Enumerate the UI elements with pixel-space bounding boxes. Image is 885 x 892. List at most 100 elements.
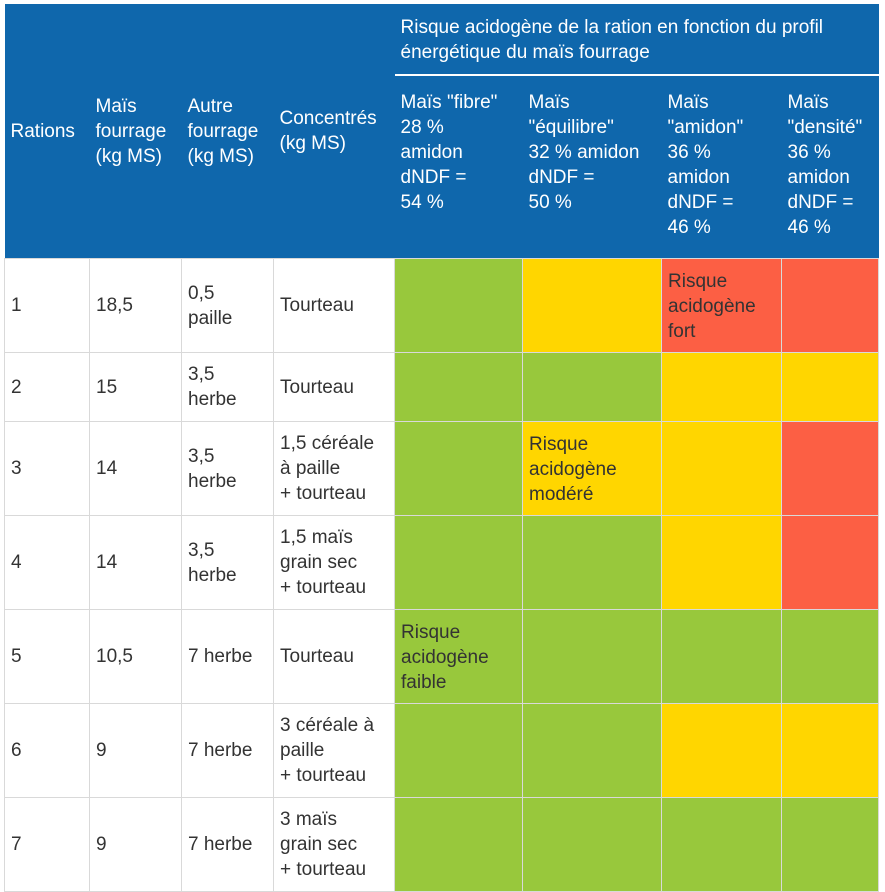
table-row: 2 15 3,5 herbe Tourteau [4, 352, 880, 422]
cell-text-line: + tourteau [280, 765, 367, 786]
cell-text-line: + tourteau [280, 859, 367, 880]
cell-mais-fourrage: 14 [89, 421, 182, 516]
header-text-line: Risque acidogène de la ration en fonctio… [400, 17, 824, 38]
header-text-line: (kg MS) [187, 145, 255, 167]
header-text-line: fourrage [95, 120, 167, 142]
cell-ration: 6 [4, 703, 90, 798]
cell-mais-fourrage: 10,5 [89, 609, 182, 704]
cell-text-line: "densité" [787, 117, 863, 138]
cell-text-line: 28 % [400, 117, 444, 138]
cell-concentres: Tourteau [273, 352, 395, 422]
cell-autre-fourrage: 0,5 paille [181, 258, 274, 353]
risk-cell-red [780, 421, 880, 516]
ration-risk-table: Rations Maïs fourrage (kg MS) Autre four… [4, 4, 880, 892]
risk-cell-green [661, 797, 782, 892]
header-profile-3: Maïs "amidon" 36 % amidon dNDF = 46 % [661, 75, 782, 259]
cell-text-line: Risque [401, 622, 461, 643]
header-text-line: Maïs [95, 95, 137, 117]
cell-autre-fourrage: 7 herbe [181, 797, 274, 892]
table-body: 1 18,5 0,5 paille Tourteau Risque acidogène for… [4, 258, 880, 892]
header-profile-1: Maïs "fibre" 28 % amidon dNDF = 54 % [394, 75, 523, 259]
cell-ration: 4 [4, 515, 90, 610]
cell-text-line: 54 % [400, 192, 444, 213]
cell-text-line: grain sec [280, 552, 358, 573]
cell-text-line: 3,5 [188, 445, 215, 467]
cell-concentres: 1,5 maïs grain sec + tourteau [273, 515, 395, 610]
risk-cell-green [780, 797, 880, 892]
cell-text-line: 3,5 [188, 364, 215, 385]
header-risk-group: Risque acidogène de la ration en fonctio… [394, 4, 879, 76]
cell-text-line: 46 % [667, 217, 711, 238]
header-text-line: (kg MS) [279, 133, 347, 154]
risk-cell-yellow [661, 703, 782, 798]
cell-text-line: 1,5 céréale [280, 433, 375, 454]
cell-mais-fourrage: 15 [89, 352, 182, 422]
risk-cell-yellow [661, 515, 782, 610]
cell-text-line: acidogène [668, 296, 756, 317]
cell-text-line: 0,5 [188, 282, 215, 304]
risk-cell-green [780, 609, 880, 704]
table-row: 3 14 3,5 herbe 1,5 céréale à paille + tourteau… [4, 421, 880, 516]
cell-ration: 1 [4, 258, 90, 353]
cell-mais-fourrage: 18,5 [89, 258, 182, 353]
risk-cell-green [522, 797, 662, 892]
cell-autre-fourrage: 7 herbe [181, 609, 274, 704]
cell-text-line: fort [668, 321, 696, 342]
cell-text-line: Tourteau [280, 646, 354, 667]
risk-cell-yellow [522, 258, 662, 353]
risk-cell-green [661, 609, 782, 704]
cell-ration: 5 [4, 609, 90, 704]
cell-text-line: herbe [188, 564, 237, 586]
risk-cell-red [780, 258, 880, 353]
cell-text-line: Tourteau [280, 376, 354, 398]
cell-mais-fourrage: 9 [89, 703, 182, 798]
cell-text-line: amidon [667, 167, 730, 188]
ration-risk-table-wrapper: Rations Maïs fourrage (kg MS) Autre four… [4, 4, 880, 892]
cell-concentres: 3 maïs grain sec + tourteau [273, 797, 395, 892]
cell-ration: 7 [4, 797, 90, 892]
table-header: Rations Maïs fourrage (kg MS) Autre four… [4, 4, 879, 259]
cell-text-line: 32 % amidon [528, 142, 640, 163]
header-rations-label: Rations [10, 120, 75, 142]
risk-cell-red: Risque acidogène fort [661, 258, 782, 353]
cell-text-line: à paille [280, 458, 341, 479]
cell-text-line: herbe [188, 470, 237, 492]
cell-text-line: paille [188, 307, 233, 329]
header-text-line: énergétique du maïs fourrage [400, 42, 650, 63]
cell-ration: 3 [4, 421, 90, 516]
table-row: 5 10,5 7 herbe Tourteau Risque acidogène faibl… [4, 609, 880, 704]
risk-cell-green [394, 352, 523, 422]
cell-concentres: Tourteau [273, 258, 395, 353]
risk-cell-yellow [780, 703, 880, 798]
cell-mais-fourrage: 14 [89, 515, 182, 610]
header-mais-fourrage: Maïs fourrage (kg MS) [89, 4, 182, 259]
risk-cell-green [522, 352, 662, 422]
cell-text-line: 1,5 maïs [280, 527, 353, 548]
cell-text-line: dNDF = [667, 192, 734, 213]
cell-concentres: 3 céréale à paille + tourteau [273, 703, 395, 798]
cell-text-line: "amidon" [667, 117, 744, 138]
cell-autre-fourrage: 3,5 herbe [181, 515, 274, 610]
risk-cell-yellow [661, 352, 782, 422]
cell-autre-fourrage: 7 herbe [181, 703, 274, 798]
risk-cell-green [394, 421, 523, 516]
cell-text-line: + tourteau [280, 577, 367, 598]
cell-text-line: amidon [787, 167, 850, 188]
cell-text-line: 7 herbe [188, 834, 253, 855]
cell-text-line: Maïs [787, 92, 829, 113]
header-text-line: (kg MS) [95, 145, 163, 167]
header-concentres: Concentrés (kg MS) [273, 4, 395, 259]
cell-text-line: 50 % [528, 192, 572, 213]
risk-cell-green [522, 515, 662, 610]
cell-text-line: dNDF = [787, 192, 854, 213]
risk-cell-green [522, 609, 662, 704]
table-row: 1 18,5 0,5 paille Tourteau Risque acidogène for… [4, 258, 880, 353]
cell-text-line: 36 % [787, 142, 831, 163]
header-text-line: fourrage [187, 120, 259, 142]
cell-text-line: dNDF = [400, 167, 467, 188]
cell-ration: 2 [4, 352, 90, 422]
cell-text-line: faible [401, 672, 447, 693]
cell-mais-fourrage: 9 [89, 797, 182, 892]
